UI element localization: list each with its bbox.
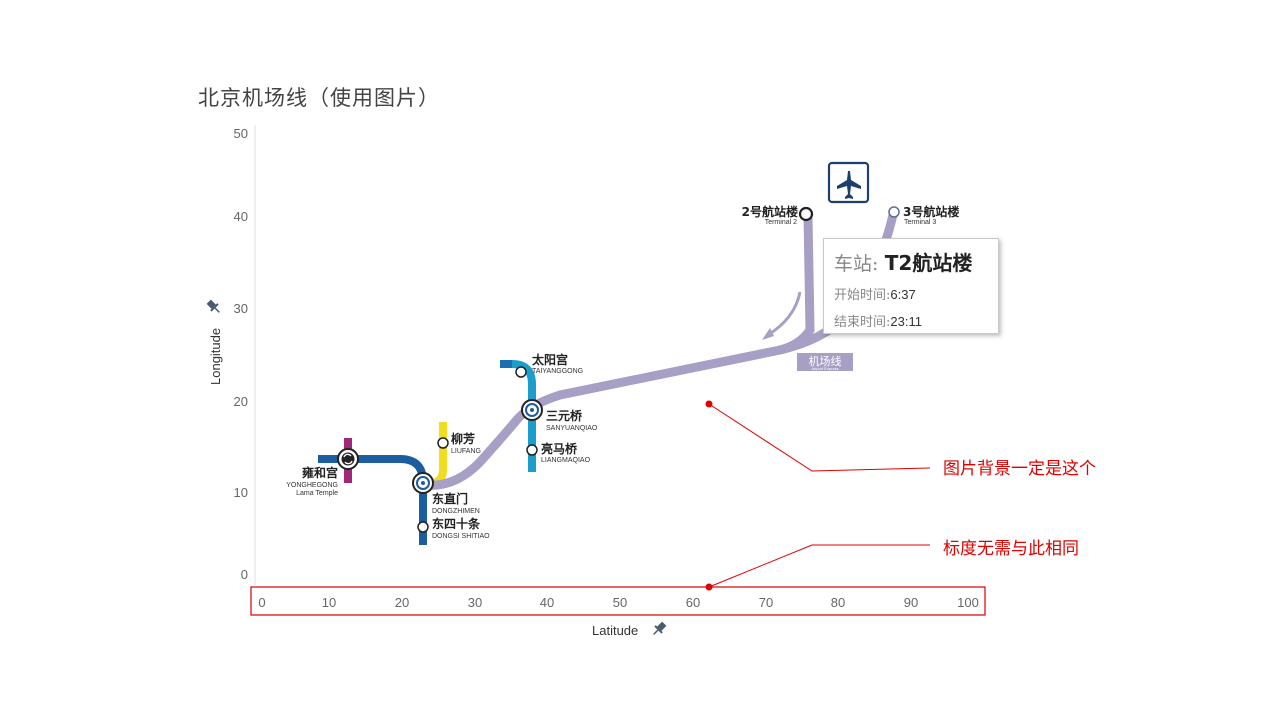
station-tooltip: 车站: T2航站楼 开始时间:6:37 结束时间:23:11: [823, 238, 999, 334]
station-label-en: Lama Temple: [296, 490, 338, 497]
x-tick: 40: [540, 595, 554, 610]
line-label-cn: 机场线: [809, 354, 842, 368]
x-tick: 10: [322, 595, 336, 610]
annotation-background-note: 图片背景一定是这个: [943, 459, 1096, 479]
tooltip-end-value: 23:11: [890, 314, 922, 329]
x-tick: 70: [759, 595, 773, 610]
x-tick: 50: [613, 595, 627, 610]
station-label: 雍和宫: [302, 465, 338, 480]
station-label-en: DONGZHIMEN: [432, 508, 480, 515]
y-tick: 30: [234, 301, 248, 316]
x-tick: 90: [904, 595, 918, 610]
tooltip-start-value: 6:37: [890, 287, 916, 302]
station-label: 3号航站楼: [903, 204, 959, 219]
x-axis-title: Latitude: [592, 623, 638, 638]
station-terminal2[interactable]: [798, 206, 814, 222]
station-label-en: TAIYANGGONG: [532, 368, 583, 375]
station-label-en: Terminal 2: [765, 219, 797, 226]
line-label-badge: [797, 353, 853, 371]
page-title: 北京机场线（使用图片）: [198, 86, 440, 110]
y-tick: 20: [234, 394, 248, 409]
station-label: 东直门: [432, 491, 468, 506]
y-tick: 40: [234, 209, 248, 224]
station-label-en: YONGHEGONG: [286, 482, 338, 489]
station-liufang[interactable]: [437, 437, 449, 449]
line-label-en: Airport Express: [811, 366, 838, 371]
loop-arrow: [767, 291, 802, 337]
x-tick: 0: [258, 595, 265, 610]
station-label: 柳芳: [451, 431, 475, 446]
y-tick: 0: [241, 567, 248, 582]
station-taiyanggong[interactable]: [515, 366, 527, 378]
station-label-en: SANYUANQIAO: [546, 425, 598, 432]
tooltip-end-key: 结束时间:: [834, 315, 891, 330]
tooltip-start-key: 开始时间:: [834, 288, 891, 303]
pin-icon[interactable]: [650, 620, 668, 638]
station-dongsishitiao[interactable]: [417, 521, 429, 533]
x-tick: 30: [468, 595, 482, 610]
airplane-icon: [827, 161, 870, 204]
y-tick: 50: [234, 126, 248, 141]
line-10: [500, 360, 536, 472]
station-dongzhimen[interactable]: [412, 472, 434, 494]
station-label: 东四十条: [432, 516, 481, 531]
x-tick: 80: [831, 595, 845, 610]
y-axis-title: Longitude: [208, 328, 223, 385]
station-label-en: LIANGMAQIAO: [541, 457, 591, 464]
loop-arrowhead: [762, 328, 774, 340]
tooltip-station-key: 车站:: [834, 253, 879, 275]
station-label: 2号航站楼: [742, 204, 798, 219]
x-tick: 100: [957, 595, 979, 610]
annotation-scale-note: 标度无需与此相同: [943, 539, 1079, 559]
tooltip-station-value: T2航站楼: [884, 251, 973, 275]
station-label-en: DONGSI SHITIAO: [432, 533, 490, 540]
airport-express-line: [420, 210, 815, 490]
line-13: [429, 422, 447, 488]
station-sanyuanqiao[interactable]: [521, 399, 543, 421]
x-axis-highlight-box: [250, 586, 986, 616]
station-liangmaqiao[interactable]: [526, 444, 538, 456]
x-tick: 60: [686, 595, 700, 610]
annotation-leader: [708, 403, 931, 472]
station-yonghegong[interactable]: [337, 448, 359, 470]
station-label: 太阳宫: [532, 352, 568, 367]
station-terminal3[interactable]: [888, 206, 900, 218]
pin-icon[interactable]: [205, 298, 223, 316]
x-tick: 20: [395, 595, 409, 610]
station-label: 三元桥: [546, 408, 583, 423]
y-tick: 10: [234, 485, 248, 500]
station-label-en: LIUFANG: [451, 448, 481, 455]
station-label: 亮马桥: [541, 441, 578, 456]
annotation-leader: [708, 544, 930, 588]
station-label-en: Terminal 3: [904, 219, 936, 226]
